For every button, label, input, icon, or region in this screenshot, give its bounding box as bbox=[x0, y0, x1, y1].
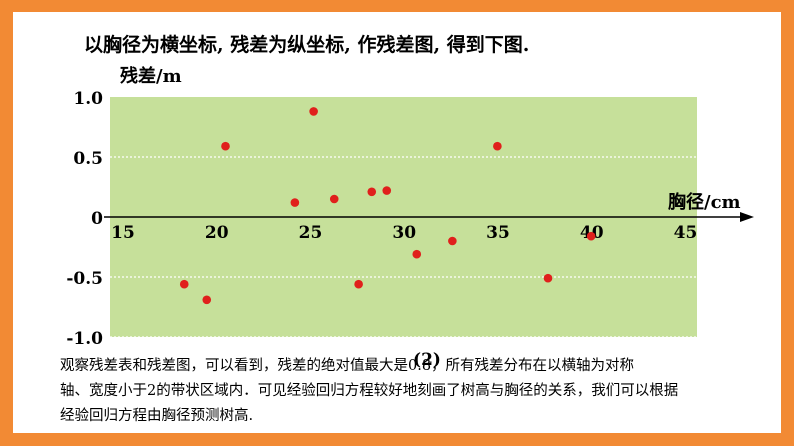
data-point bbox=[493, 141, 502, 151]
y-tick-label: -1.0 bbox=[66, 329, 103, 349]
paragraph-line: 轴、宽度小于2的带状区域内．可见经验回归方程较好地刻画了树高与胸径的关系，我们可… bbox=[60, 383, 679, 399]
explanation-paragraph: 观察残差表和残差图，可以看到，残差的绝对值最大是0.8，所有残差分布在以横轴为对… bbox=[60, 354, 736, 429]
gridlines bbox=[110, 156, 697, 338]
data-point bbox=[309, 107, 318, 116]
data-point bbox=[290, 198, 300, 207]
data-point bbox=[382, 186, 392, 195]
x-tick-label: 25 bbox=[299, 223, 323, 243]
x-tick-label: 20 bbox=[205, 223, 229, 243]
y-axis-label: 残差/m bbox=[120, 65, 182, 87]
data-point bbox=[179, 279, 189, 289]
y-tick-label: -0.5 bbox=[66, 269, 103, 289]
x-axis-label: 胸径/cm bbox=[668, 191, 741, 213]
data-point bbox=[202, 295, 212, 305]
data-point bbox=[543, 273, 553, 283]
x-tick-label: 15 bbox=[111, 223, 135, 243]
data-point bbox=[448, 236, 457, 246]
paragraph-line: 经验回归方程由胸径预测树高. bbox=[60, 408, 254, 424]
data-point bbox=[329, 194, 339, 204]
y-tick-label: 0 bbox=[91, 209, 103, 229]
x-tick-label: 45 bbox=[674, 223, 698, 243]
data-point bbox=[221, 141, 230, 151]
data-point bbox=[412, 249, 422, 259]
x-tick-label: 30 bbox=[392, 223, 416, 243]
slide-heading: 以胸径为横坐标, 残差为纵坐标, 作残差图, 得到下图. bbox=[84, 34, 530, 56]
y-tick-label: 0.5 bbox=[73, 149, 103, 169]
data-point bbox=[354, 279, 363, 289]
x-axis-arrow bbox=[740, 212, 754, 222]
paragraph-line: 观察残差表和残差图，可以看到，残差的绝对值最大是0.8，所有残差分布在以横轴为对… bbox=[60, 358, 635, 374]
figure-label: (2) bbox=[413, 350, 441, 370]
y-tick-labels: 1.0 0.5 0 -0.5 -1.0 bbox=[66, 89, 103, 349]
data-point bbox=[367, 187, 377, 197]
x-tick-label: 35 bbox=[486, 223, 510, 243]
data-point bbox=[586, 231, 596, 241]
data-points bbox=[179, 107, 596, 305]
y-tick-label: 1.0 bbox=[73, 89, 103, 109]
